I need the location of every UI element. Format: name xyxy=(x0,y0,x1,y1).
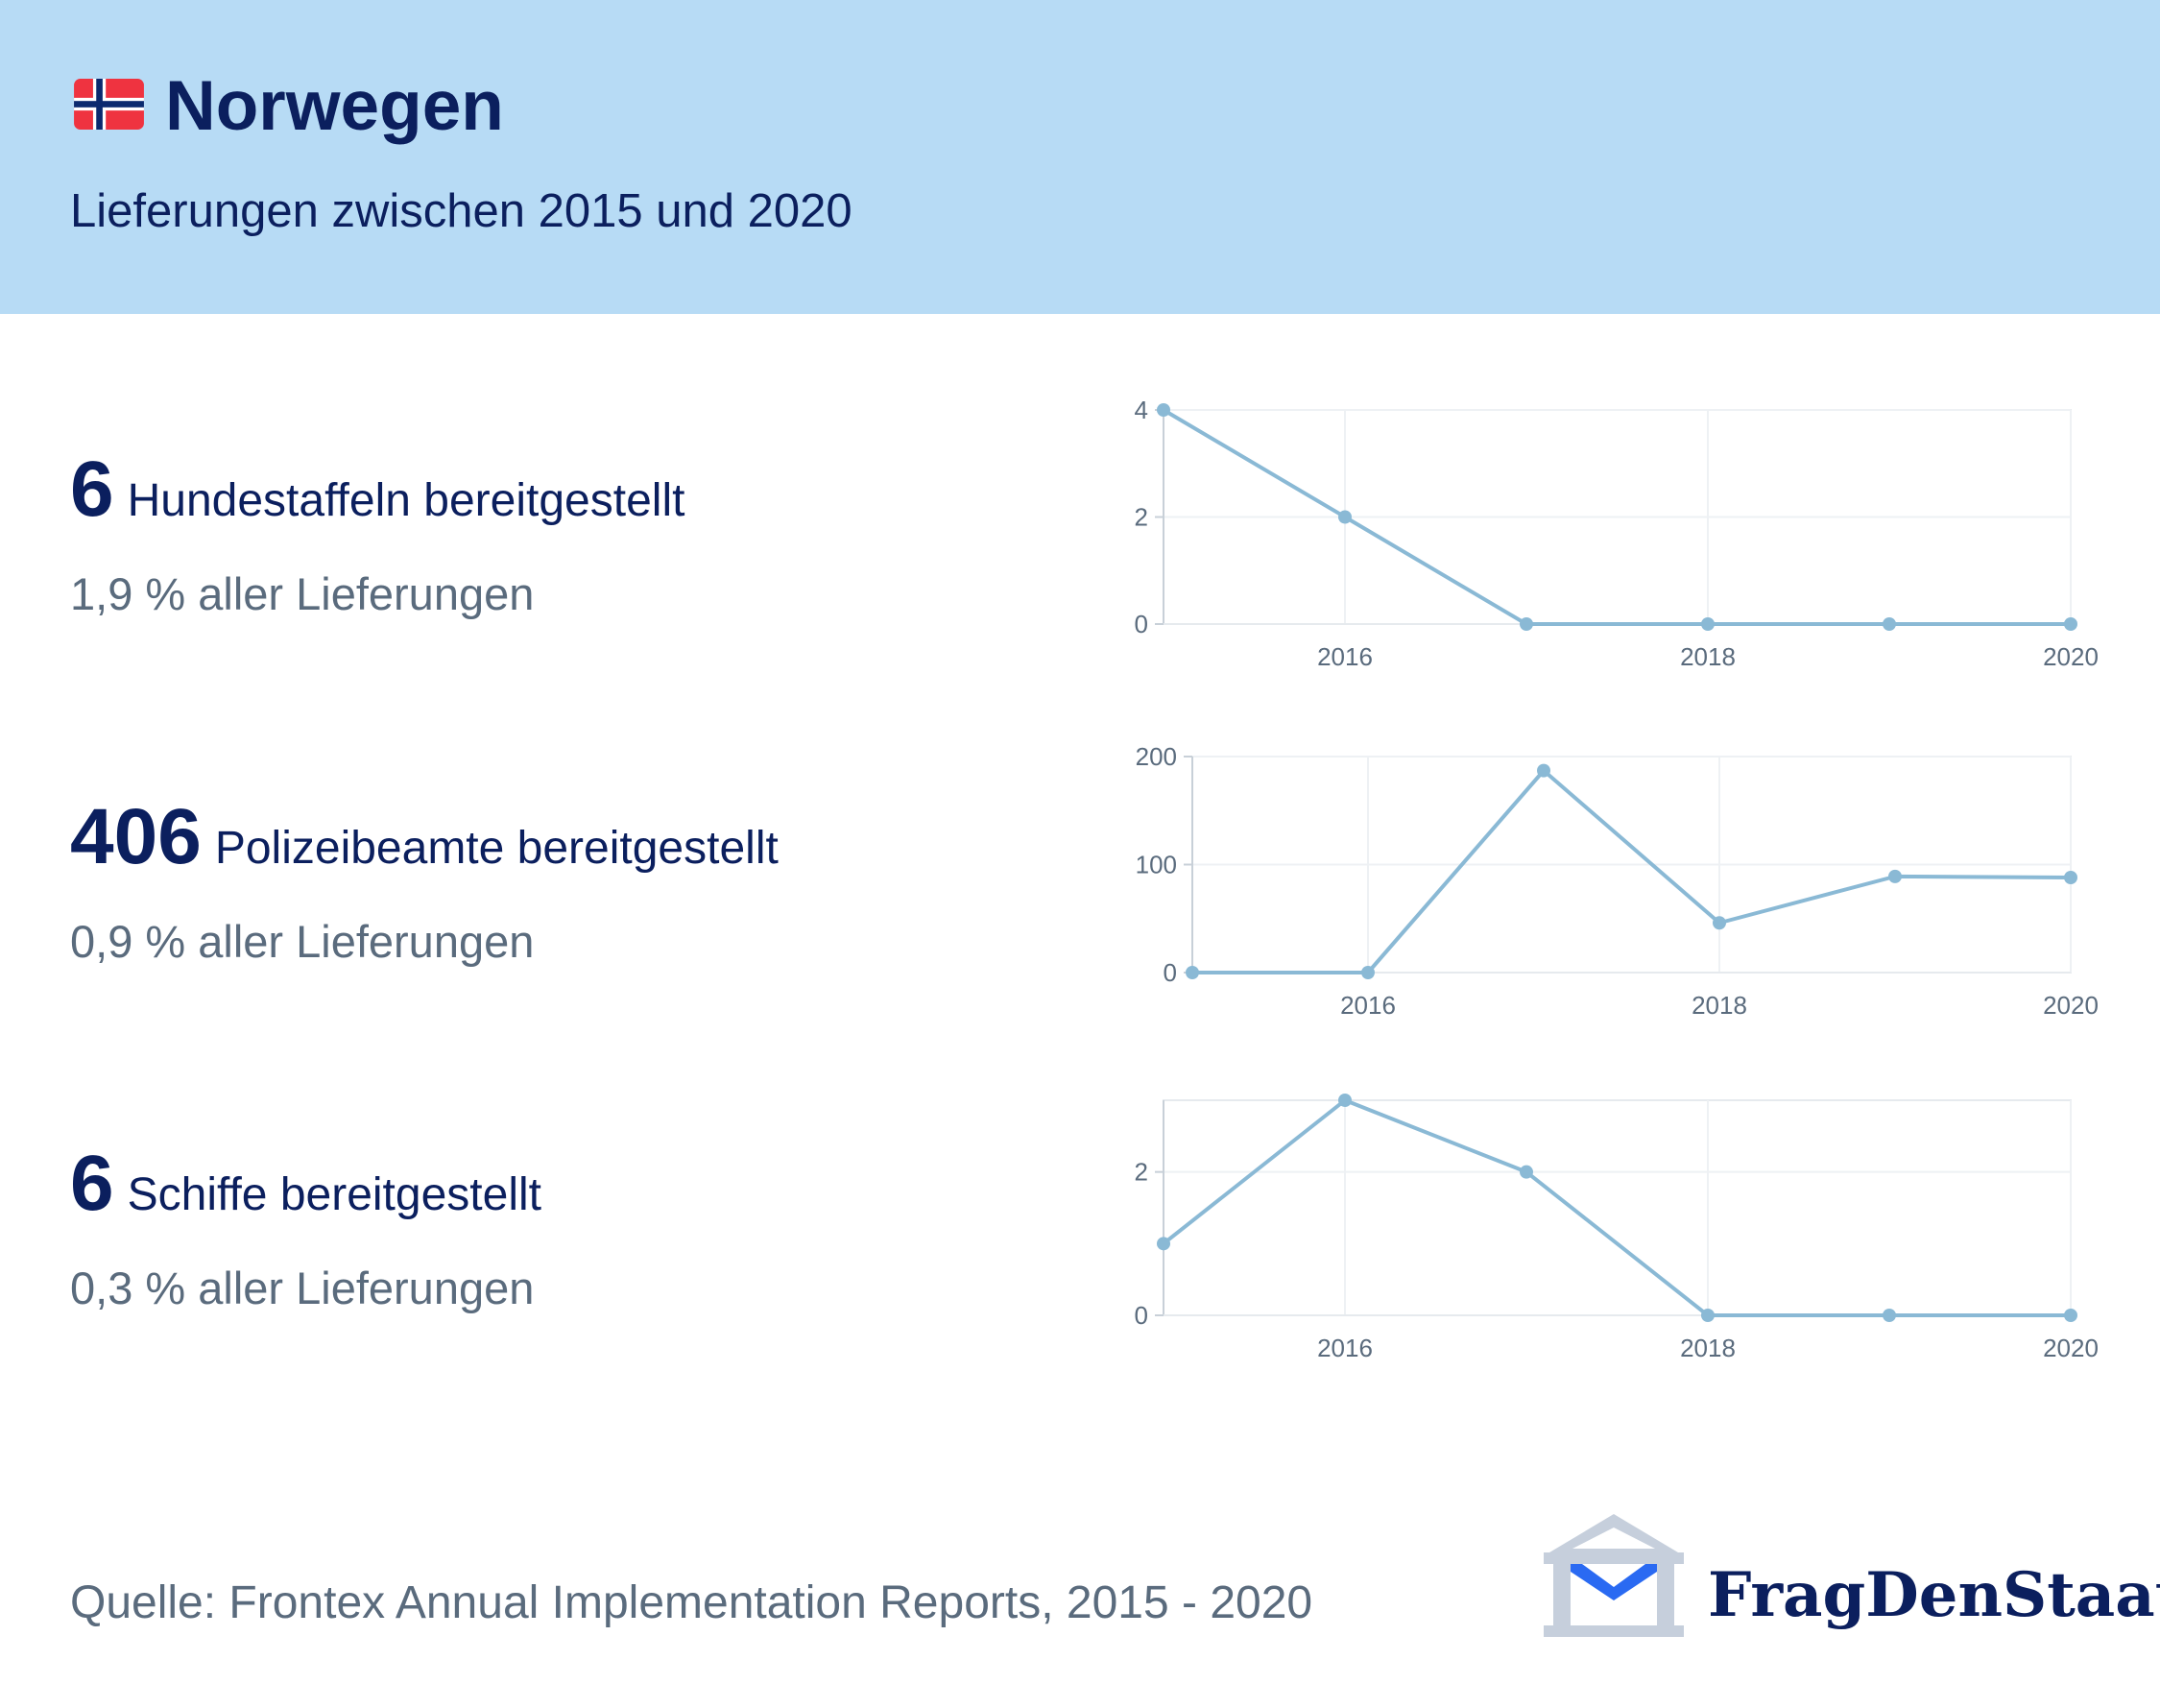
data-point xyxy=(1520,1165,1533,1179)
stat-label: Hundestaffeln bereitgestellt xyxy=(127,475,685,526)
x-tick-label: 2016 xyxy=(1317,1334,1373,1362)
data-point xyxy=(1157,403,1170,417)
data-point xyxy=(1701,617,1715,631)
data-point xyxy=(1361,966,1375,979)
y-tick-label: 0 xyxy=(1135,610,1148,638)
data-point xyxy=(1883,617,1896,631)
page-subtitle: Lieferungen zwischen 2015 und 2020 xyxy=(70,185,852,237)
source-note: Quelle: Frontex Annual Implementation Re… xyxy=(70,1577,1313,1628)
y-tick-label: 0 xyxy=(1164,958,1177,987)
data-point xyxy=(1157,1237,1170,1251)
x-tick-label: 2020 xyxy=(2043,1334,2099,1362)
data-point xyxy=(1186,966,1199,979)
data-point xyxy=(1701,1309,1715,1322)
stat-block-police: 406 Polizeibeamte bereitgestellt 0,9 % al… xyxy=(70,789,779,973)
norway-flag-icon xyxy=(74,79,144,130)
data-point xyxy=(1883,1309,1896,1322)
header-banner: Norwegen Lieferungen zwischen 2015 und 2… xyxy=(0,0,2160,314)
data-point xyxy=(2064,1309,2077,1322)
stat-block-dogs: 6 Hundestaffeln bereitgestellt 1,9 % alle… xyxy=(70,442,684,625)
x-tick-label: 2016 xyxy=(1340,991,1396,1020)
chart-frame xyxy=(1163,1099,2072,1316)
stat-share: 0,3 % aller Lieferungen xyxy=(70,1263,535,1313)
data-point xyxy=(1537,763,1550,778)
y-tick-label: 2 xyxy=(1135,503,1148,532)
stat-block-ships: 6 Schiffe bereitgestellt 0,3 % aller Lief… xyxy=(70,1136,541,1319)
data-point xyxy=(1713,916,1726,930)
series-line xyxy=(1192,768,2072,974)
stat-label: Polizeibeamte bereitgestellt xyxy=(214,823,779,874)
data-point xyxy=(1338,1094,1352,1107)
x-tick-label: 2016 xyxy=(1317,642,1373,671)
x-tick-label: 2018 xyxy=(1692,991,1747,1020)
stat-number: 6 xyxy=(70,445,114,533)
stat-share: 1,9 % aller Lieferungen xyxy=(70,568,535,619)
y-tick-label: 4 xyxy=(1135,396,1148,424)
stat-number: 406 xyxy=(70,793,202,880)
data-point xyxy=(2064,617,2077,631)
y-tick-label: 100 xyxy=(1136,851,1177,879)
x-tick-label: 2020 xyxy=(2043,642,2099,671)
x-tick-label: 2020 xyxy=(2043,991,2099,1020)
y-tick-label: 200 xyxy=(1136,742,1177,771)
x-tick-label: 2018 xyxy=(1680,642,1736,671)
series-line xyxy=(1162,408,2071,626)
logo-text: FragDenStaat xyxy=(1708,1559,2160,1631)
data-point xyxy=(1888,869,1902,883)
building-mail-icon xyxy=(1544,1514,1684,1637)
data-point xyxy=(1338,510,1352,524)
stat-label: Schiffe bereitgestellt xyxy=(127,1169,541,1220)
stat-number: 6 xyxy=(70,1140,114,1227)
data-point xyxy=(1520,617,1533,631)
series-line xyxy=(1162,1098,2071,1317)
page-title: Norwegen xyxy=(165,67,504,145)
x-tick-label: 2018 xyxy=(1680,1334,1736,1362)
y-tick-label: 2 xyxy=(1135,1158,1148,1187)
y-tick-label: 0 xyxy=(1135,1301,1148,1330)
stat-share: 0,9 % aller Lieferungen xyxy=(70,916,535,967)
data-point xyxy=(2064,871,2077,884)
